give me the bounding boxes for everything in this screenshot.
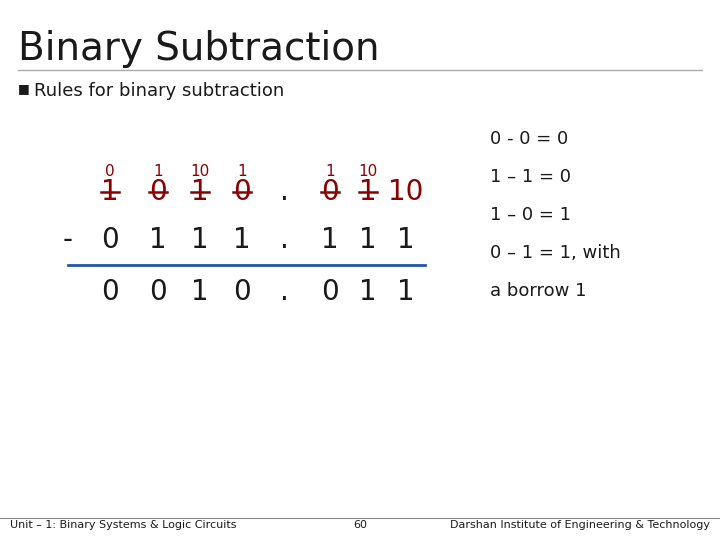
Text: 1: 1 (153, 165, 163, 179)
Text: 1: 1 (397, 278, 415, 306)
Text: 0: 0 (101, 226, 119, 254)
Text: 0: 0 (233, 178, 251, 206)
Text: 0 – 1 = 1, with: 0 – 1 = 1, with (490, 244, 621, 262)
Text: 1: 1 (192, 278, 209, 306)
Text: 1: 1 (397, 226, 415, 254)
Text: 0: 0 (149, 278, 167, 306)
Text: 1: 1 (192, 178, 209, 206)
Text: 1: 1 (233, 226, 251, 254)
Text: .: . (279, 278, 289, 306)
Text: 1: 1 (359, 278, 377, 306)
Text: Unit – 1: Binary Systems & Logic Circuits: Unit – 1: Binary Systems & Logic Circuit… (10, 520, 236, 530)
Text: .: . (279, 178, 289, 206)
Text: 1 – 1 = 0: 1 – 1 = 0 (490, 168, 571, 186)
Text: 1: 1 (325, 165, 335, 179)
Text: -: - (63, 226, 73, 254)
Text: 1: 1 (192, 226, 209, 254)
Text: 1: 1 (359, 178, 377, 206)
Text: 1 – 0 = 1: 1 – 0 = 1 (490, 206, 571, 224)
Text: .: . (279, 226, 289, 254)
Text: a borrow 1: a borrow 1 (490, 282, 587, 300)
Text: 0 - 0 = 0: 0 - 0 = 0 (490, 130, 568, 148)
Text: 0: 0 (149, 178, 167, 206)
Text: Darshan Institute of Engineering & Technology: Darshan Institute of Engineering & Techn… (450, 520, 710, 530)
Text: 0: 0 (105, 165, 114, 179)
Text: 0: 0 (101, 278, 119, 306)
Text: 10: 10 (359, 165, 377, 179)
Text: 0: 0 (321, 278, 339, 306)
Text: 1: 1 (102, 178, 119, 206)
Text: 60: 60 (353, 520, 367, 530)
Text: 0: 0 (233, 278, 251, 306)
Text: 1: 1 (359, 226, 377, 254)
Text: 0: 0 (321, 178, 339, 206)
Text: 10: 10 (388, 178, 423, 206)
Text: Binary Subtraction: Binary Subtraction (18, 30, 379, 68)
Text: 1: 1 (237, 165, 247, 179)
Text: Rules for binary subtraction: Rules for binary subtraction (34, 82, 284, 100)
Text: 1: 1 (149, 226, 167, 254)
Text: 10: 10 (190, 165, 210, 179)
Text: 1: 1 (321, 226, 339, 254)
Text: ■: ■ (18, 82, 30, 95)
